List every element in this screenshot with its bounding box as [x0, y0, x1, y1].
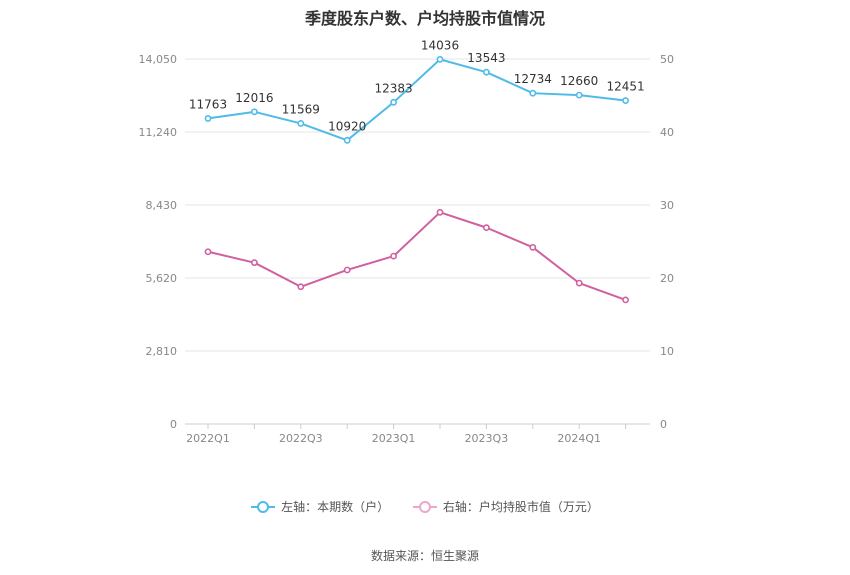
data-point: [622, 296, 629, 304]
legend-item-right-series[interactable]: 右轴：户均持股市值（万元）: [412, 498, 599, 515]
data-point: [297, 120, 305, 127]
x-axis-tick-label: 2023Q3: [465, 432, 509, 445]
data-point: [390, 252, 397, 260]
data-point: [390, 98, 397, 106]
right-axis-tick-label: 0: [660, 418, 667, 431]
left-axis-tick-label: 14,050: [139, 53, 178, 66]
x-axis-tick-label: 2022Q3: [279, 432, 323, 445]
x-axis-tick-label: 2023Q1: [372, 432, 416, 445]
legend-marker-left-icon: [251, 500, 276, 513]
left-axis-tick-label: 5,620: [146, 272, 178, 285]
data-point: [343, 136, 351, 144]
data-point: [482, 68, 490, 76]
data-point: [343, 266, 351, 274]
data-label: 11569: [282, 102, 320, 116]
data-point: [297, 283, 305, 291]
series-line-right: [207, 211, 626, 301]
left-axis-tick-label: 0: [170, 418, 177, 431]
data-source: 数据来源：恒生聚源: [370, 549, 479, 563]
x-axis-tick-label: 2022Q1: [186, 432, 230, 445]
series-layer: [204, 55, 629, 304]
right-axis-tick-label: 50: [660, 53, 674, 66]
right-axis-tick-label: 10: [660, 345, 674, 358]
right-axis-tick-label: 40: [660, 126, 674, 139]
data-label: 12016: [235, 91, 273, 105]
chart-title: 季度股东户数、户均持股市值情况: [304, 9, 545, 28]
legend-item-left-series[interactable]: 左轴：本期数（户）: [251, 498, 389, 515]
legend-label-right-series: 右轴：户均持股市值（万元）: [442, 500, 599, 514]
data-point: [204, 248, 212, 256]
data-label: 13543: [467, 51, 505, 65]
left-axis-tick-label: 11,240: [139, 126, 178, 139]
data-point: [436, 208, 444, 216]
left-axis-tick-label: 8,430: [146, 199, 178, 212]
data-label: 12660: [560, 74, 598, 88]
data-point: [622, 97, 629, 104]
data-point: [250, 108, 258, 116]
legend-label-left-series: 左轴：本期数（户）: [281, 500, 390, 514]
legend: 左轴：本期数（户） 右轴：户均持股市值（万元）: [0, 498, 850, 517]
data-label: 10920: [328, 119, 366, 133]
data-point: [204, 115, 212, 122]
data-label: 12734: [514, 72, 552, 86]
data-label: 12383: [375, 81, 413, 95]
series-line-left: [207, 58, 626, 142]
data-label-layer: 11763 12016 11569 10920 12383 14036 13543 12734…: [189, 38, 645, 133]
right-axis-tick-label: 20: [660, 272, 674, 285]
data-point: [482, 224, 490, 232]
legend-marker-right-icon: [412, 500, 437, 513]
data-point: [250, 259, 258, 267]
left-axis-tick-label: 2,810: [146, 345, 178, 358]
data-label: 11763: [189, 97, 227, 111]
data-label: 14036: [421, 38, 459, 52]
data-point: [529, 243, 537, 251]
data-point: [575, 91, 583, 99]
data-point: [529, 89, 537, 97]
x-axis-tick-label: 2024Q1: [557, 432, 601, 445]
data-point: [436, 55, 444, 63]
data-point: [575, 279, 583, 287]
right-axis-tick-label: 30: [660, 199, 674, 212]
axis-layer: 0 2,810 5,620 8,430 11,240 14,050 0 10 20 30 40 50 2…: [139, 53, 675, 445]
data-label: 12451: [607, 80, 645, 94]
